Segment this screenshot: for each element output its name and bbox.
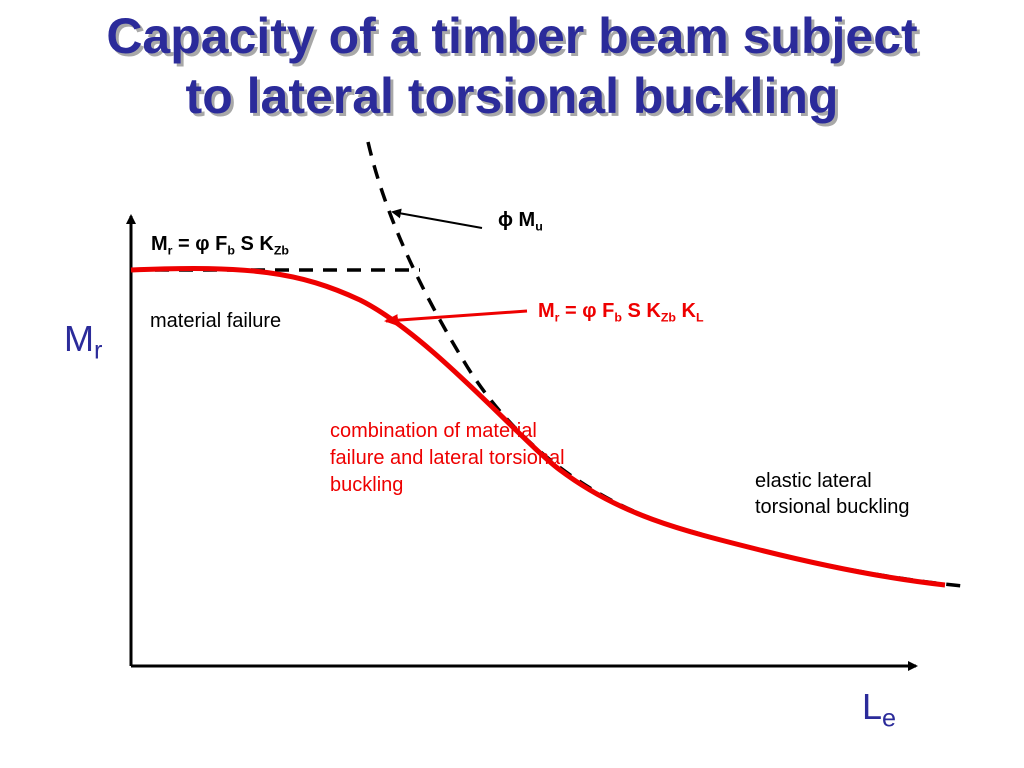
y-axis-label: Mr: [64, 318, 102, 366]
x-axis-label-main: L: [862, 686, 883, 727]
eq-material-sub-zb: Zb: [273, 243, 289, 258]
slide-title: Capacity of a timber beam subject to lat…: [0, 6, 1024, 126]
capacity-pointer-arrow: [384, 309, 528, 327]
material-capacity-equation: Mr = φ Fb S KZb: [151, 233, 289, 257]
phi-mu-main: M: [513, 209, 536, 231]
eq-reduced-m: M: [538, 300, 555, 322]
phi-mu-sub: u: [535, 219, 543, 234]
eq-material-mid: = φ F: [172, 233, 228, 255]
eq-reduced-sub-b: b: [614, 310, 622, 325]
mu-pointer-arrow: [391, 208, 483, 229]
x-axis-label-sub: e: [882, 704, 897, 733]
eq-material-tail: S K: [234, 233, 274, 255]
eq-reduced-mid: = φ F: [559, 300, 615, 322]
title-line-1: Capacity of a timber beam subject: [106, 8, 918, 64]
phi-symbol: ϕ: [498, 209, 513, 231]
title-line-2: to lateral torsional buckling: [185, 68, 839, 124]
eq-material-sub-r: r: [167, 243, 173, 258]
eq-reduced-tail: S K: [621, 300, 661, 322]
y-axis-label-sub: r: [94, 336, 103, 365]
eq-reduced-sub-zb: Zb: [660, 310, 676, 325]
y-axis-label-main: M: [64, 318, 94, 359]
phi-mu-label: ϕ Mu: [498, 209, 543, 233]
x-axis-label: Le: [862, 686, 896, 734]
material-failure-label: material failure: [150, 310, 282, 332]
elastic-buckling-label: elastic lateral torsional buckling: [755, 468, 910, 520]
eq-reduced-sub-l: L: [696, 310, 704, 325]
eq-reduced-tail2: K: [676, 300, 696, 322]
combination-label: combination of material failure and late…: [330, 420, 565, 496]
reduced-capacity-equation: Mr = φ Fb S KZb KL: [538, 300, 704, 324]
eq-reduced-sub-r: r: [554, 310, 560, 325]
eq-material-sub-b: b: [227, 243, 235, 258]
elastic-label-line-2: torsional buckling: [755, 496, 910, 518]
eq-material-m: M: [151, 233, 168, 255]
elastic-label-line-1: elastic lateral: [755, 470, 872, 492]
capacity-curve: [130, 266, 946, 588]
